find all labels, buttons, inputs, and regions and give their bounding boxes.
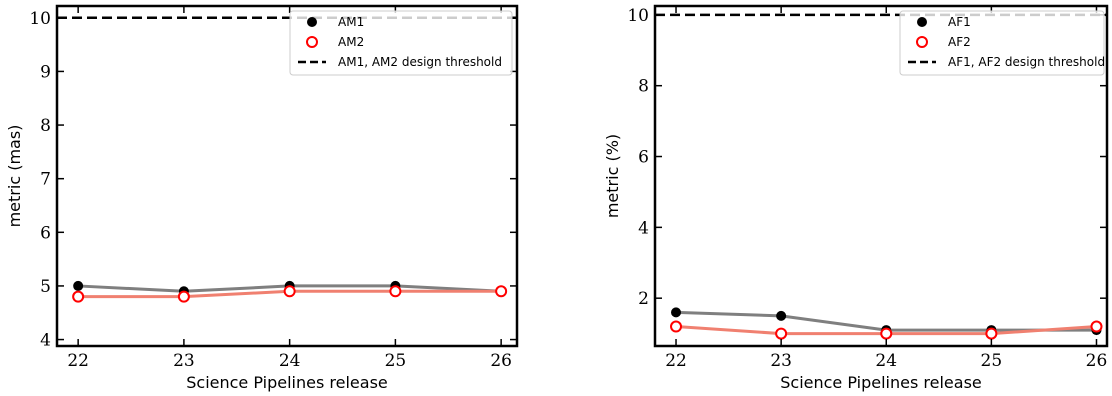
y-axis-label: metric (mas) (5, 125, 24, 228)
y-tick-label: 6 (40, 223, 51, 243)
y-tick-label: 7 (40, 170, 51, 190)
data-point-am2 (72, 290, 85, 303)
legend-label: AF1 (948, 15, 971, 29)
y-tick-label: 5 (40, 277, 51, 297)
y-axis-label: metric (%) (603, 134, 622, 218)
data-point-af2 (880, 327, 893, 340)
data-point-am2 (389, 285, 402, 298)
legend-box (289, 10, 513, 76)
y-tick-label: 6 (638, 148, 649, 168)
x-tick-label: 22 (67, 351, 89, 371)
data-point-af1 (776, 310, 787, 321)
x-tick-label: 26 (490, 351, 512, 371)
data-point-af2 (775, 327, 788, 340)
data-point-af2 (985, 327, 998, 340)
x-axis-label: Science Pipelines release (186, 373, 388, 392)
x-axis-label: Science Pipelines release (780, 373, 982, 392)
y-tick-label: 4 (40, 331, 51, 351)
legend: AM1 AM2 AM1, AM2 design threshold (289, 10, 513, 76)
x-tick-label: 23 (770, 351, 792, 371)
x-tick-label: 23 (173, 351, 195, 371)
y-tick-label: 2 (638, 289, 649, 309)
x-tick-label: 24 (875, 351, 897, 371)
legend-label: AF1, AF2 design threshold (948, 55, 1105, 69)
legend-box (899, 10, 1105, 76)
legend-marker-af1 (917, 17, 927, 27)
y-tick-label: 8 (40, 116, 51, 136)
legend-marker-af2 (916, 36, 928, 48)
plot-frame (55, 4, 519, 348)
legend-label: AM1, AM2 design threshold (338, 55, 502, 69)
legend-label: AF2 (948, 35, 971, 49)
data-point-af2 (670, 320, 683, 333)
legend-label: AM2 (338, 35, 364, 49)
legend-marker-am1 (307, 17, 317, 27)
y-tick-label: 4 (638, 218, 649, 238)
data-point-am1 (73, 280, 84, 291)
data-point-am2 (177, 290, 190, 303)
x-tick-label: 22 (665, 351, 687, 371)
chart-1: 22 23 24 25 26 4 5 6 7 8 9 10 Science Pipelines rele… (5, 4, 519, 392)
y-tick-label: 8 (638, 77, 649, 97)
data-point-am2 (283, 285, 296, 298)
data-point-am2 (495, 285, 508, 298)
x-tick-label: 26 (1086, 351, 1108, 371)
legend-marker-am2 (306, 36, 318, 48)
y-tick-label: 9 (40, 62, 51, 82)
x-tick-label: 24 (279, 351, 301, 371)
y-tick-label: 10 (627, 6, 649, 26)
y-tick-label: 10 (29, 9, 51, 29)
plot-frame (653, 4, 1109, 348)
x-tick-label: 25 (385, 351, 407, 371)
legend: AF1 AF2 AF1, AF2 design threshold (899, 10, 1105, 76)
data-point-af2 (1090, 320, 1103, 333)
legend-label: AM1 (338, 15, 364, 29)
data-point-af1 (671, 307, 682, 318)
x-tick-label: 25 (981, 351, 1003, 371)
